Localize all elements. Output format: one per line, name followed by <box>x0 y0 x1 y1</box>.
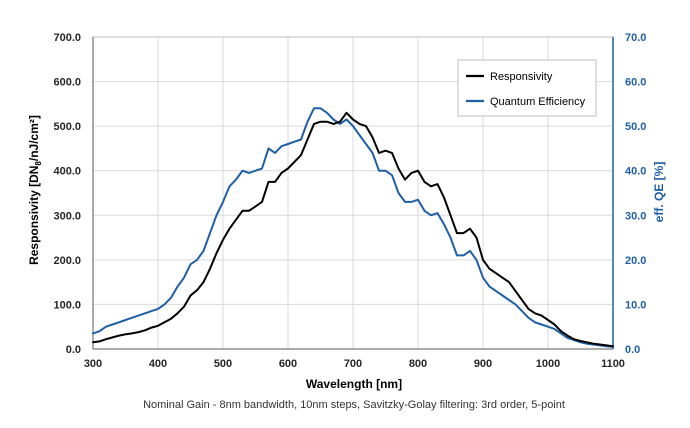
x-tick-label: 900 <box>474 358 492 370</box>
y-left-tick-label: 300.0 <box>53 210 81 222</box>
y-left-tick-label: 500.0 <box>53 121 81 133</box>
y-left-tick-label: 600.0 <box>53 77 81 89</box>
x-tick-label: 700 <box>344 358 362 370</box>
y-left-tick-label: 0.0 <box>66 344 81 356</box>
y-axis-left-title: Responsivity [DN8/nJ/cm²] <box>27 115 43 265</box>
y-right-tick-label: 10.0 <box>625 299 646 311</box>
x-tick-label: 400 <box>149 358 167 370</box>
y-axis-right-title: eff. QE [%] <box>652 162 666 223</box>
y-axis-left-title-prefix: Responsivity [DN <box>27 166 41 265</box>
x-tick-label: 1000 <box>536 358 560 370</box>
legend: Responsivity Quantum Efficiency <box>457 59 597 117</box>
y-right-tick-label: 40.0 <box>625 166 646 178</box>
x-axis-title: Wavelength [nm] <box>306 377 402 391</box>
y-right-tick-label: 0.0 <box>625 344 640 356</box>
y-left-tick-label: 200.0 <box>53 255 81 267</box>
y-axis-left-title-suffix: /nJ/cm²] <box>27 115 41 161</box>
x-tick-label: 1100 <box>601 358 625 370</box>
y-left-tick-label: 400.0 <box>53 166 81 178</box>
x-tick-label: 600 <box>279 358 297 370</box>
y-right-tick-label: 30.0 <box>625 210 646 222</box>
y-right-tick-label: 20.0 <box>625 255 646 267</box>
chart-caption: Nominal Gain - 8nm bandwidth, 10nm steps… <box>143 399 565 411</box>
x-tick-label: 500 <box>214 358 232 370</box>
y-left-tick-label: 100.0 <box>53 299 81 311</box>
series-line-quantum-efficiency <box>92 107 614 348</box>
y-right-tick-label: 50.0 <box>625 121 646 133</box>
y-right-tick-label: 70.0 <box>625 32 646 44</box>
x-tick-label: 800 <box>409 358 427 370</box>
tick-labels: 300 400 500 600 700 800 900 1000 11000.0100.0200… <box>53 32 646 370</box>
axes <box>92 37 614 350</box>
y-right-tick-label: 60.0 <box>625 77 646 89</box>
legend-box <box>457 59 597 117</box>
y-axis-left-title-subscript: 8 <box>34 161 43 166</box>
series-line-responsivity <box>92 111 614 348</box>
legend-label-responsivity: Responsivity <box>490 71 553 83</box>
series-layer <box>92 107 614 348</box>
legend-label-quantum-efficiency: Quantum Efficiency <box>490 96 586 108</box>
y-left-tick-label: 700.0 <box>53 32 81 44</box>
x-tick-label: 300 <box>84 358 102 370</box>
